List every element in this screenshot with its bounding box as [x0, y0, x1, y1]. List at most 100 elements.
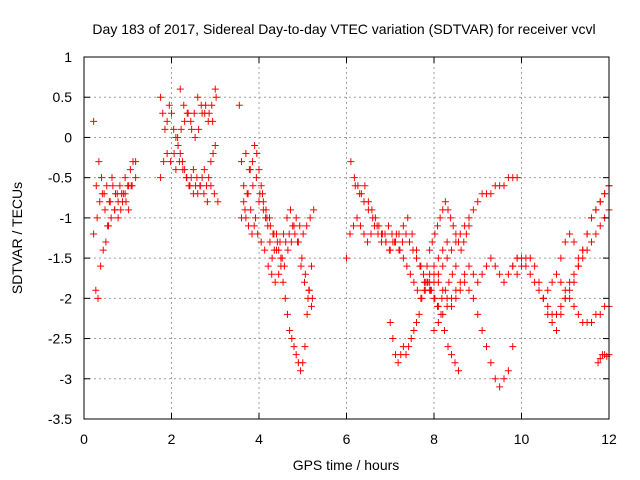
- data-point: [350, 222, 357, 230]
- data-point: [127, 182, 135, 190]
- data-point: [277, 254, 285, 262]
- data-point: [408, 230, 416, 238]
- y-tick-label: -2: [60, 290, 73, 306]
- data-point: [465, 286, 473, 294]
- data-point: [297, 367, 305, 375]
- data-point: [386, 246, 394, 254]
- series-s9: [238, 190, 315, 310]
- data-point: [386, 318, 394, 326]
- data-point: [121, 174, 129, 182]
- data-point: [188, 125, 196, 133]
- y-tick-labels: 1 0.5 0 -0.5 -1 -1.5 -2 -2.5 -3 -3.5: [48, 49, 72, 427]
- data-point: [117, 206, 125, 214]
- data-point: [157, 93, 165, 101]
- data-point: [126, 166, 134, 174]
- data-point: [174, 133, 182, 141]
- data-point: [187, 117, 195, 125]
- data-point: [255, 166, 263, 174]
- data-point: [452, 262, 460, 270]
- data-point: [353, 214, 361, 222]
- data-point: [257, 182, 265, 190]
- data-point: [452, 238, 460, 246]
- data-point: [407, 335, 415, 343]
- y-tick-label: 0.5: [53, 89, 73, 105]
- data-point: [95, 158, 103, 166]
- data-point: [132, 174, 140, 182]
- data-point: [254, 230, 262, 238]
- data-point: [292, 214, 300, 222]
- x-tick-label: 2: [168, 431, 176, 447]
- data-point: [160, 158, 168, 166]
- data-point: [346, 230, 354, 238]
- data-point: [196, 182, 204, 190]
- data-point: [287, 238, 295, 246]
- data-point: [103, 182, 111, 190]
- data-point: [301, 270, 309, 278]
- data-point: [180, 101, 188, 109]
- data-point: [596, 355, 604, 363]
- data-point: [500, 375, 508, 383]
- data-point: [526, 254, 534, 262]
- data-point: [474, 278, 482, 286]
- data-point: [592, 230, 600, 238]
- data-point: [107, 214, 115, 222]
- data-point: [298, 254, 306, 262]
- data-point: [297, 262, 305, 270]
- data-point: [194, 93, 202, 101]
- data-point: [478, 270, 486, 278]
- data-point: [456, 278, 464, 286]
- data-point: [430, 327, 438, 335]
- data-point: [122, 198, 130, 206]
- series-s11: [242, 150, 316, 302]
- data-point: [108, 174, 116, 182]
- data-point: [360, 198, 368, 206]
- data-point: [378, 230, 385, 238]
- data-point: [280, 262, 288, 270]
- data-point: [96, 198, 104, 206]
- data-point: [395, 230, 403, 238]
- data-point: [99, 246, 107, 254]
- data-point: [253, 150, 261, 158]
- data-point: [406, 238, 413, 246]
- data-point: [288, 335, 296, 343]
- data-point: [240, 198, 248, 206]
- data-point: [201, 109, 209, 117]
- data-point: [361, 182, 369, 190]
- data-point: [444, 206, 452, 214]
- data-point: [299, 230, 307, 238]
- data-point: [208, 101, 216, 109]
- data-point: [183, 109, 191, 117]
- data-point: [439, 310, 447, 318]
- data-point: [496, 383, 504, 391]
- series-s21: [539, 270, 613, 326]
- data-point: [535, 286, 543, 294]
- x-tick-labels: 0 2 4 6 8 10 12: [80, 431, 617, 447]
- data-point: [574, 254, 582, 262]
- y-tick-label: -3: [60, 371, 73, 387]
- data-point: [256, 190, 264, 198]
- x-tick-label: 8: [430, 431, 438, 447]
- data-point: [406, 270, 414, 278]
- data-point: [443, 238, 451, 246]
- data-point: [561, 238, 569, 246]
- data-point: [504, 367, 512, 375]
- data-point: [561, 286, 569, 294]
- data-point: [189, 166, 197, 174]
- data-point: [461, 270, 469, 278]
- data-point: [402, 230, 410, 238]
- data-point: [266, 238, 274, 246]
- data-point: [357, 222, 364, 230]
- data-point: [291, 230, 299, 238]
- data-point: [211, 85, 219, 93]
- series-s16: [426, 174, 521, 294]
- data-point: [399, 222, 407, 230]
- data-point: [175, 158, 183, 166]
- data-point: [207, 158, 215, 166]
- data-point: [531, 262, 539, 270]
- data-point: [119, 190, 127, 198]
- data-point: [308, 262, 315, 270]
- data-point: [570, 302, 578, 310]
- data-point: [247, 206, 255, 214]
- data-point: [92, 286, 100, 294]
